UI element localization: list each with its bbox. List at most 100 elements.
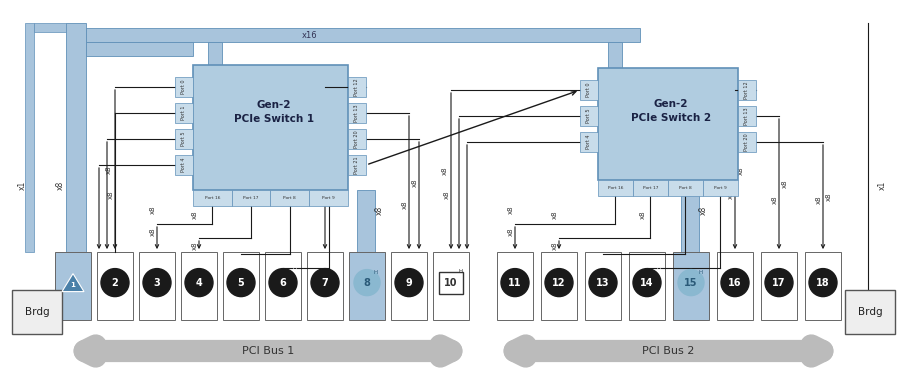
Text: 4: 4 <box>196 278 202 288</box>
Text: x8: x8 <box>192 211 198 219</box>
Bar <box>193 65 347 190</box>
Text: x8: x8 <box>276 272 281 280</box>
Text: Port 5: Port 5 <box>181 132 187 146</box>
Bar <box>584 252 621 320</box>
Text: 17: 17 <box>771 278 785 288</box>
Bar <box>347 77 365 97</box>
Bar <box>347 155 365 175</box>
Text: 8: 8 <box>364 278 370 288</box>
Text: Port 1: Port 1 <box>181 106 187 120</box>
Text: 14: 14 <box>640 278 653 288</box>
Bar <box>391 252 427 320</box>
Text: Port 21: Port 21 <box>354 156 359 174</box>
Bar <box>348 252 384 320</box>
Text: PCI Bus 2: PCI Bus 2 <box>641 346 694 356</box>
Text: x8: x8 <box>108 190 114 199</box>
Text: PCI Bus 1: PCI Bus 1 <box>242 346 294 356</box>
Bar <box>264 252 300 320</box>
Text: Port 12: Port 12 <box>354 78 359 96</box>
Text: x8: x8 <box>815 196 821 204</box>
Bar <box>55 252 91 320</box>
Text: x8: x8 <box>234 258 240 266</box>
Text: H: H <box>698 270 703 275</box>
Circle shape <box>808 269 836 296</box>
Bar <box>175 129 193 149</box>
Text: x1: x1 <box>877 180 886 190</box>
Text: x8: x8 <box>640 272 645 280</box>
Text: x1: x1 <box>17 180 26 190</box>
Circle shape <box>354 270 380 296</box>
Text: Brdg: Brdg <box>24 307 50 317</box>
Bar <box>223 252 259 320</box>
Text: x8: x8 <box>192 242 198 250</box>
Text: x8: x8 <box>737 167 743 175</box>
Text: Port 8: Port 8 <box>283 196 296 200</box>
Bar <box>86 28 640 42</box>
Bar <box>629 252 664 320</box>
Text: 18: 18 <box>815 278 829 288</box>
Circle shape <box>310 269 338 296</box>
Text: x8: x8 <box>508 228 513 236</box>
Text: Gen-2
PCIe Switch 2: Gen-2 PCIe Switch 2 <box>630 99 710 123</box>
Text: H: H <box>419 268 423 273</box>
Text: x8: x8 <box>771 196 778 204</box>
Text: H: H <box>568 268 573 273</box>
Text: 1: 1 <box>70 282 76 288</box>
Text: x8: x8 <box>551 242 557 250</box>
Bar <box>175 103 193 123</box>
Bar <box>438 272 463 294</box>
Circle shape <box>269 269 297 296</box>
Bar <box>175 77 193 97</box>
Text: Port 0: Port 0 <box>586 83 591 97</box>
Text: H: H <box>832 268 836 273</box>
Text: Port 20: Port 20 <box>354 130 359 148</box>
Circle shape <box>185 269 213 296</box>
Text: H: H <box>744 268 749 273</box>
Text: 13: 13 <box>595 278 609 288</box>
Text: 3: 3 <box>153 278 161 288</box>
Text: 10: 10 <box>444 278 457 288</box>
Text: H: H <box>335 268 339 273</box>
Bar <box>232 190 271 206</box>
Bar <box>844 290 894 334</box>
Text: H: H <box>612 268 616 273</box>
Text: x8: x8 <box>327 165 334 174</box>
Text: H: H <box>524 268 529 273</box>
Text: H: H <box>167 268 171 273</box>
Bar <box>307 252 343 320</box>
Text: 6: 6 <box>280 278 286 288</box>
Text: x8: x8 <box>781 180 787 188</box>
Circle shape <box>101 269 129 296</box>
Bar <box>496 252 532 320</box>
Bar <box>737 80 755 100</box>
Bar <box>597 68 737 180</box>
Text: x8: x8 <box>401 201 408 209</box>
Bar <box>271 190 308 206</box>
Text: Port 16: Port 16 <box>205 196 220 200</box>
Bar <box>579 106 597 126</box>
Text: 5: 5 <box>237 278 244 288</box>
Text: x8: x8 <box>441 167 447 175</box>
Bar <box>12 290 62 334</box>
Text: x8: x8 <box>318 190 324 199</box>
Text: 9: 9 <box>405 278 412 288</box>
Bar <box>34 23 66 32</box>
Bar <box>737 132 755 152</box>
Circle shape <box>501 269 529 296</box>
Text: x8: x8 <box>825 193 831 201</box>
Text: 16: 16 <box>727 278 741 288</box>
Text: Port 4: Port 4 <box>586 135 591 149</box>
Text: H: H <box>208 268 213 273</box>
Bar <box>680 180 698 252</box>
Text: Port 17: Port 17 <box>244 196 259 200</box>
Text: Port 13: Port 13 <box>354 104 359 122</box>
Text: Port 8: Port 8 <box>678 186 691 190</box>
Text: 2: 2 <box>112 278 118 288</box>
Text: x8: x8 <box>444 190 449 199</box>
Text: H: H <box>124 268 129 273</box>
Bar <box>667 180 703 196</box>
Circle shape <box>632 269 660 296</box>
Bar <box>433 252 468 320</box>
Bar <box>207 42 222 65</box>
Text: Port 13: Port 13 <box>743 107 749 125</box>
